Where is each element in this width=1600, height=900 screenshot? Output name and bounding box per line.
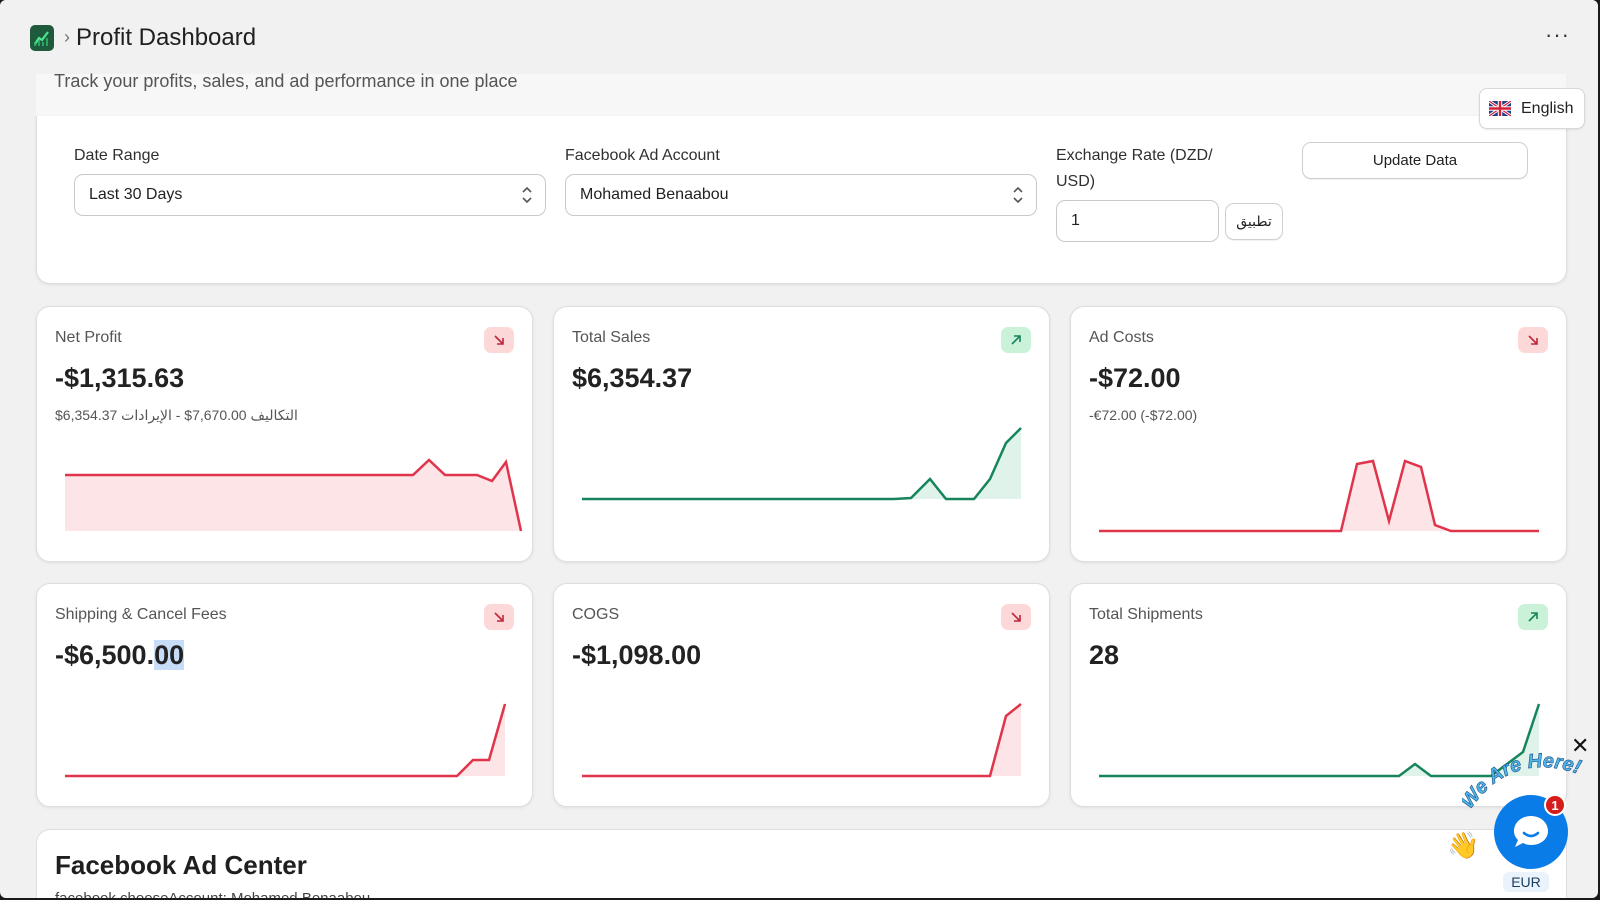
card-value: -$1,098.00 (572, 640, 702, 670)
card-value: -$6,500.00 (55, 640, 185, 671)
facebook-ad-center-title: Facebook Ad Center (55, 850, 307, 880)
card-value: 28 (1089, 640, 1120, 670)
total-sales-card: Total Sales $6,354.37 (553, 306, 1050, 562)
total-shipments-card: Total Shipments 28 (1070, 583, 1567, 807)
trend-up-icon (1001, 327, 1031, 353)
trend-down-icon (1001, 604, 1031, 630)
subtitle-strip (36, 74, 1566, 116)
facebook-account-text: facebook.chooseAccount: Mohamed Benaabou (55, 890, 370, 898)
trend-down-icon (484, 327, 514, 353)
language-label: English (1521, 99, 1574, 117)
trend-down-icon (1518, 327, 1548, 353)
chat-notification-badge: 1 (1544, 794, 1566, 816)
ad-account-select[interactable]: Mohamed Benaabou (565, 174, 1037, 216)
breadcrumb-chevron-icon: › (64, 27, 70, 47)
language-selector[interactable]: English (1479, 88, 1585, 129)
card-value: -$72.00 (1089, 363, 1181, 393)
card-value: -$1,315.63 (55, 363, 185, 393)
card-label: Ad Costs (1089, 329, 1154, 346)
facebook-ad-center-card: Facebook Ad Center facebook.chooseAccoun… (36, 829, 1567, 898)
net-profit-card: Net Profit -$1,315.63 $6,354.37 التكاليف… (36, 306, 533, 562)
total-shipments-sparkline (1099, 703, 1541, 778)
date-range-label: Date Range (74, 147, 160, 164)
ad-account-value: Mohamed Benaabou (580, 186, 729, 203)
date-range-select[interactable]: Last 30 Days (74, 174, 546, 216)
update-data-button[interactable]: Update Data (1302, 142, 1528, 179)
card-label: Net Profit (55, 329, 122, 346)
net-profit-sparkline (65, 458, 523, 532)
select-arrows-icon (522, 186, 532, 204)
shipping-fees-sparkline (65, 703, 507, 778)
card-subtext: $6,354.37 التكاليف 7,670.00$ - الإيرادات (55, 407, 298, 423)
select-arrows-icon (1013, 186, 1023, 204)
shipping-cancel-fees-card: Shipping & Cancel Fees -$6,500.00 (36, 583, 533, 807)
uk-flag-icon (1489, 101, 1511, 116)
card-value: $6,354.37 (572, 363, 693, 393)
ad-costs-sparkline (1099, 459, 1539, 533)
chat-bubble-icon (1514, 816, 1548, 847)
apply-button[interactable]: تطبيق (1225, 203, 1283, 240)
more-options-button[interactable]: ··· (1545, 22, 1570, 47)
card-label: Total Sales (572, 329, 651, 346)
card-label: Shipping & Cancel Fees (55, 606, 227, 623)
page-title: Profit Dashboard (76, 23, 257, 51)
cogs-card: COGS -$1,098.00 (553, 583, 1050, 807)
ad-account-label: Facebook Ad Account (565, 147, 720, 164)
currency-badge[interactable]: EUR (1503, 872, 1549, 892)
chat-close-button[interactable]: ✕ (1571, 733, 1590, 758)
date-range-value: Last 30 Days (89, 186, 183, 203)
trend-up-icon (1518, 604, 1548, 630)
page-subtitle: Track your profits, sales, and ad perfor… (54, 71, 518, 91)
card-value-selected: 00 (154, 640, 185, 670)
waving-hand-icon: 👋 (1447, 830, 1480, 860)
total-sales-sparkline (582, 427, 1022, 501)
top-bar: › Profit Dashboard (0, 0, 1598, 75)
trend-down-icon (484, 604, 514, 630)
exchange-rate-input[interactable]: 1 (1056, 200, 1219, 242)
exchange-rate-label: Exchange Rate (DZD/ USD) (1056, 147, 1213, 190)
card-value-main: -$6,500. (55, 640, 155, 670)
card-label: Total Shipments (1089, 606, 1203, 623)
card-subtext: -€72.00 (-$72.00) (1089, 407, 1198, 423)
app-chart-icon[interactable] (30, 24, 54, 51)
cogs-sparkline (582, 703, 1022, 778)
ad-costs-card: Ad Costs -$72.00 -€72.00 (-$72.00) (1070, 306, 1567, 562)
card-label: COGS (572, 606, 620, 623)
